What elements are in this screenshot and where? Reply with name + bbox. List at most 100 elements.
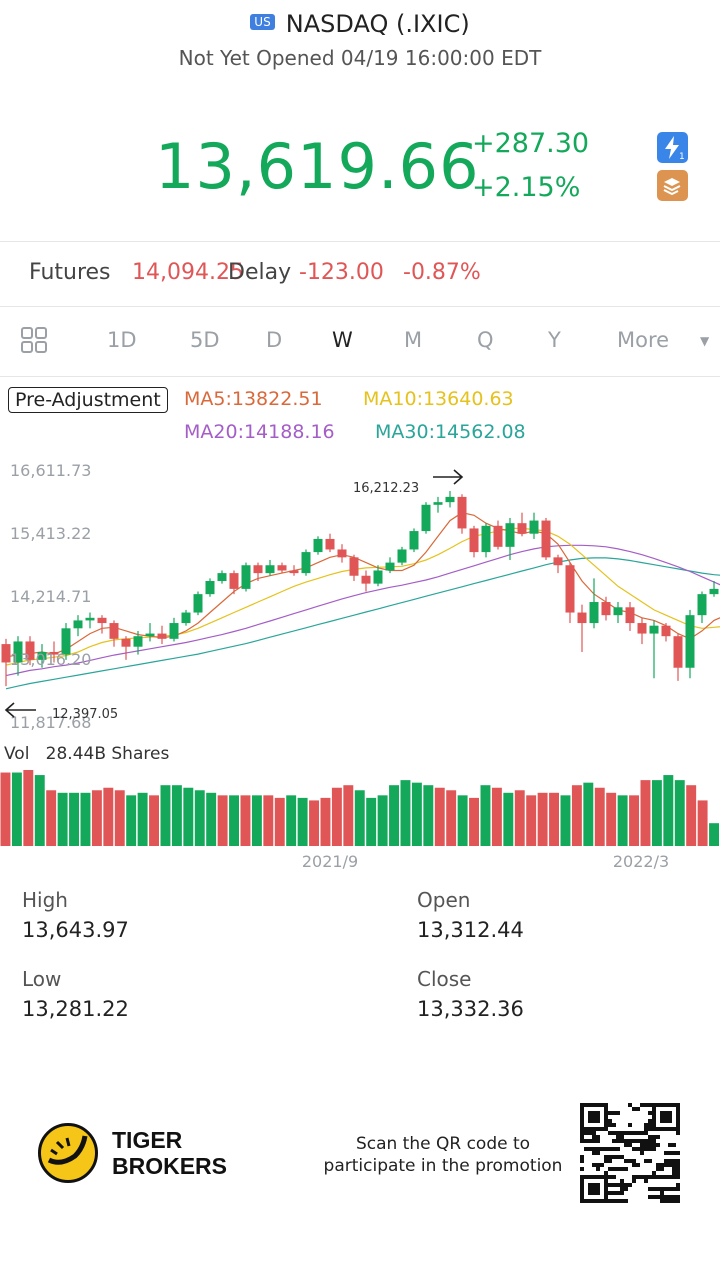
futures-change: -123.00 (299, 260, 384, 285)
candle-body (613, 607, 623, 616)
tab-more[interactable]: More (617, 328, 670, 352)
pre-adjustment-button[interactable]: Pre-Adjustment (8, 387, 168, 413)
tab-d[interactable]: D (266, 328, 283, 352)
volume-bar (103, 787, 114, 846)
candle-body (433, 502, 443, 505)
candlestick-chart[interactable]: 16,611.73 15,413.22 14,214.71 13,016.20 11,8… (0, 450, 720, 880)
candle (73, 615, 83, 637)
candle-body (649, 625, 659, 634)
volume-bar (183, 787, 194, 846)
volume-bar (514, 790, 525, 846)
volume-title: Vol (4, 744, 30, 764)
volume-bar (571, 785, 582, 846)
candle (577, 604, 587, 652)
candle-body (109, 623, 119, 639)
header: US NASDAQ (.IXIC) Not Yet Opened 04/19 1… (0, 0, 720, 80)
candle (469, 525, 479, 558)
candle-body (133, 636, 143, 647)
volume-bar (57, 792, 68, 846)
candle-body (421, 504, 431, 532)
tab-5d[interactable]: 5D (190, 328, 220, 352)
ma20-line (5, 544, 720, 677)
stat-high: High 13,643.97 (22, 888, 129, 942)
volume-bar (34, 775, 45, 846)
tab-1d[interactable]: 1D (107, 328, 137, 352)
candle (541, 517, 551, 560)
candle (421, 502, 431, 534)
candle (505, 517, 515, 560)
last-price: 13,619.66 (155, 130, 480, 203)
volume-bar (423, 785, 434, 846)
volume-bar (549, 792, 559, 846)
candle-body (145, 633, 155, 637)
page-title: NASDAQ (.IXIC) (285, 10, 470, 38)
volume-bar (343, 785, 354, 846)
volume-bar (149, 795, 159, 846)
candle (133, 630, 143, 655)
volume-bar (594, 787, 605, 846)
candle-body (37, 651, 47, 660)
lightning-icon[interactable]: 1 (657, 132, 688, 163)
candle (697, 591, 707, 624)
candle (169, 617, 179, 642)
grid-icon[interactable] (20, 326, 48, 358)
candle (385, 557, 395, 574)
y-tick-label: 11,817.68 (10, 713, 91, 732)
volume-bar (11, 772, 22, 846)
volume-bar (503, 792, 514, 846)
candle-body (217, 573, 227, 582)
candle-body (61, 628, 71, 655)
y-tick-label: 14,214.71 (10, 587, 91, 606)
candle-body (181, 612, 191, 624)
ma30-line (5, 557, 720, 690)
candle-body (157, 633, 167, 639)
candle (193, 591, 203, 616)
candle (145, 623, 155, 642)
candle-body (565, 565, 575, 613)
candle (673, 633, 683, 681)
tab-q[interactable]: Q (477, 328, 494, 352)
tab-m[interactable]: M (404, 328, 423, 352)
candle-body (241, 565, 251, 589)
candle-body (289, 570, 299, 574)
candle (241, 562, 251, 592)
stat-low-label: Low (22, 967, 62, 991)
candle (565, 562, 575, 624)
candle-body (85, 617, 95, 621)
volume-bar (709, 823, 719, 846)
volume-bar (537, 792, 548, 846)
candle-body (445, 496, 455, 503)
candle (397, 546, 407, 566)
candle-body (169, 623, 179, 639)
futures-row[interactable]: Futures 14,094.25 Delay -123.00 -0.87% (0, 258, 720, 292)
stats-panel: High 13,643.97 Open 13,312.44 Low 13,281… (0, 888, 720, 1038)
volume-bar (126, 795, 137, 846)
candle-body (361, 575, 371, 584)
volume-bar (91, 790, 102, 846)
stat-close-label: Close (417, 967, 472, 991)
divider (0, 306, 720, 307)
stat-low: Low 13,281.22 (22, 967, 129, 1021)
brand-line-2: BROKERS (112, 1153, 228, 1179)
chevron-down-icon[interactable]: ▼ (700, 334, 710, 348)
stat-close: Close 13,332.36 (417, 967, 524, 1021)
title-row: US NASDAQ (.IXIC) (0, 10, 720, 38)
candle-body (373, 570, 383, 584)
candle (1, 638, 11, 687)
layers-icon[interactable] (657, 170, 688, 201)
candle (625, 602, 635, 631)
candle (433, 496, 443, 513)
volume-bar (434, 787, 445, 846)
candle-body (685, 615, 695, 668)
volume-bar (446, 790, 457, 846)
tab-w[interactable]: W (332, 328, 353, 352)
volume-bar (469, 797, 479, 846)
brand-name: TIGER BROKERS (112, 1127, 227, 1179)
candle (445, 491, 455, 508)
quote-block: 13,619.66 +287.30 +2.15% 1 (0, 120, 720, 220)
candle-body (301, 552, 311, 574)
volume-bar (194, 790, 205, 846)
candle (265, 559, 275, 576)
candle-body (277, 565, 287, 571)
tab-y[interactable]: Y (548, 328, 561, 352)
